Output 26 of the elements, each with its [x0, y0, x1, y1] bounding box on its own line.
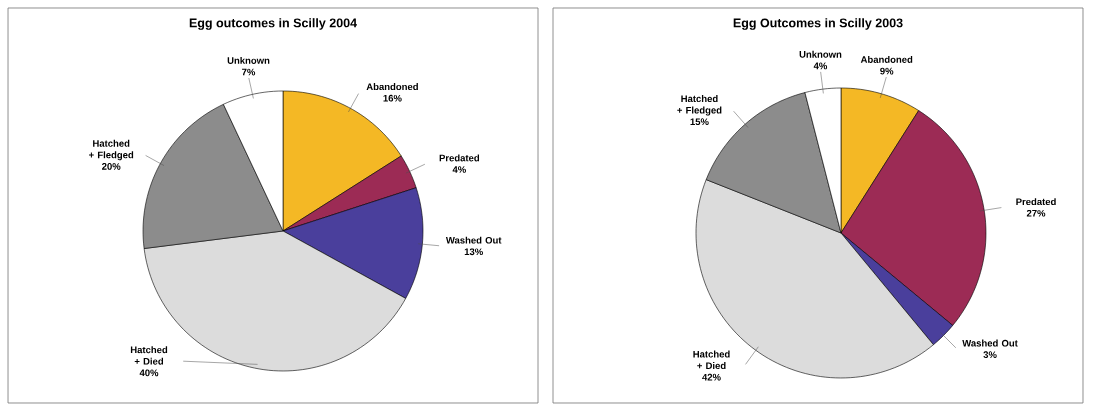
chart-title: Egg outcomes in Scilly 2004: [189, 18, 357, 30]
data-label: 4%: [813, 62, 828, 70]
slice-label: Abandoned: [860, 55, 913, 63]
slice-label: Washed Out: [445, 236, 502, 244]
slice-label: Hatched + Fledged: [677, 95, 722, 116]
data-label: 20%: [102, 163, 121, 170]
data-label: 27%: [1026, 209, 1046, 217]
data-label: 15%: [690, 118, 709, 126]
data-label: 40%: [139, 369, 159, 377]
data-label: 7%: [242, 68, 256, 76]
slice-label: Hatched + Died: [130, 346, 168, 365]
slice-label: Abandoned: [366, 83, 418, 91]
slice-label: Unknown: [227, 56, 270, 64]
slice-label: Predated: [439, 154, 480, 162]
slice-label: Washed Out: [962, 339, 1018, 347]
slice-label: Hatched + Died: [693, 350, 730, 370]
slice-label: Hatched + Fledged: [89, 139, 134, 161]
slice-label: Unknown: [799, 50, 842, 58]
data-label: 42%: [702, 373, 721, 381]
data-label: 4%: [452, 166, 466, 173]
slice-label: Predated: [1016, 198, 1056, 206]
data-label: 9%: [880, 67, 894, 75]
data-label: 13%: [464, 248, 483, 256]
data-label: 16%: [383, 94, 402, 102]
data-label: 3%: [983, 351, 997, 359]
chart-title: Egg Outcomes in Scilly 2003: [733, 18, 903, 30]
